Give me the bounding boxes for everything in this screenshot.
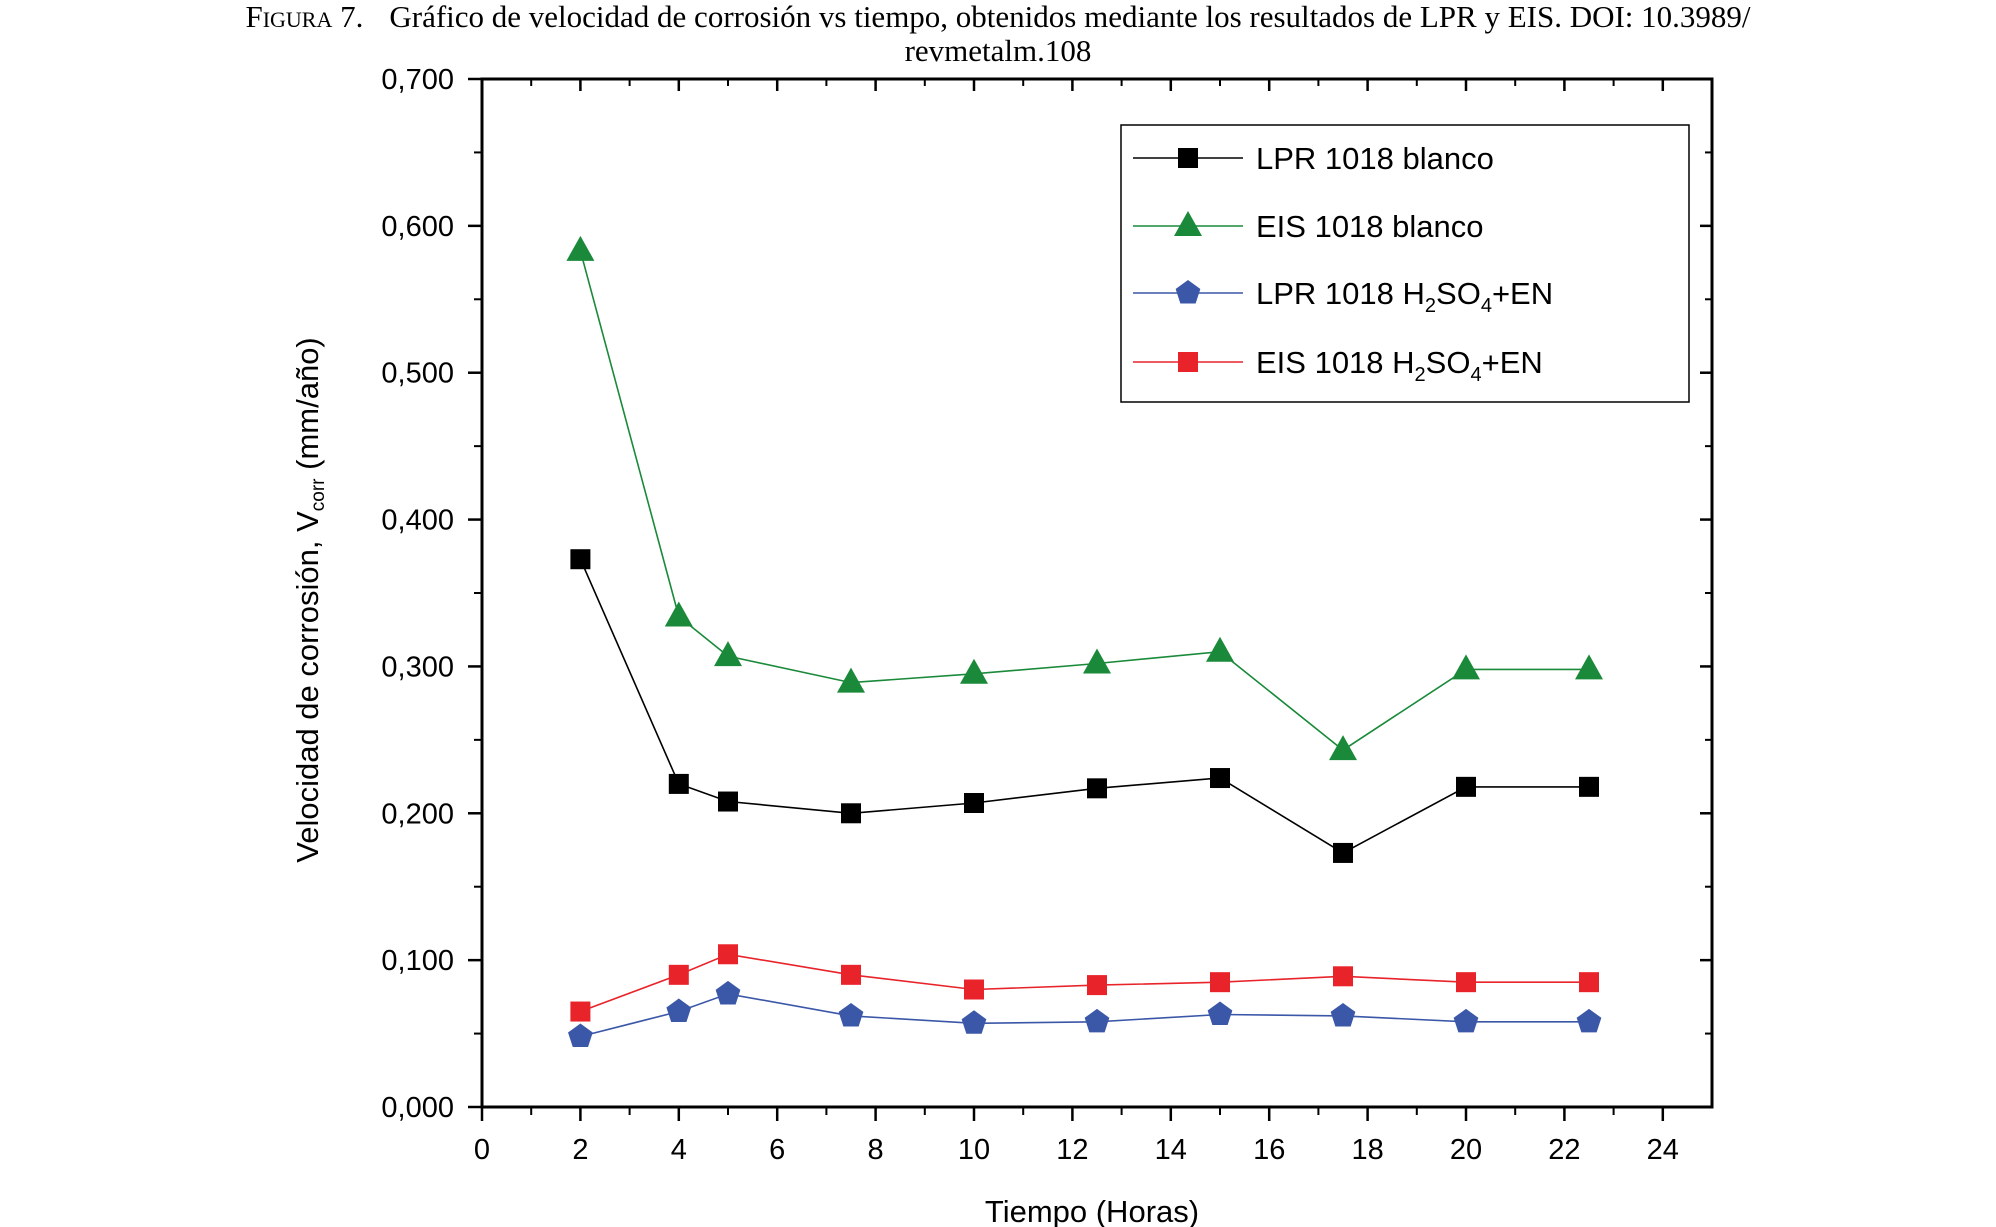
x-tick-label: 24 — [1647, 1134, 1679, 1166]
x-tick-label: 18 — [1351, 1134, 1383, 1166]
legend-label: EIS 1018 H2SO4+EN — [1256, 345, 1543, 386]
x-axis-label: Tiempo (Horas) — [985, 1194, 1199, 1227]
series-line — [580, 953, 1589, 1013]
y-tick-label: 0,400 — [381, 505, 454, 537]
y-tick-label: 0,600 — [381, 211, 454, 243]
x-tick-label: 2 — [572, 1134, 588, 1166]
data-point — [718, 944, 738, 965]
data-point — [1452, 654, 1480, 680]
data-point — [1329, 735, 1357, 761]
data-point — [718, 791, 738, 812]
legend-entry: LPR 1018 H2SO4+EN — [1133, 276, 1553, 317]
legend-label: EIS 1018 blanco — [1256, 209, 1484, 244]
data-point — [668, 773, 689, 794]
data-point — [960, 658, 988, 684]
data-point — [1087, 778, 1107, 799]
series-2 — [566, 235, 1603, 761]
x-tick-label: 22 — [1548, 1134, 1580, 1166]
data-point — [568, 1023, 593, 1048]
y-tick-label: 0,100 — [381, 945, 454, 977]
caption-line-2: revmetalm.108 — [904, 33, 1092, 68]
series-3 — [568, 980, 1602, 1048]
y-tick-label: 0,300 — [381, 651, 454, 683]
data-point — [841, 964, 861, 985]
data-point — [1083, 648, 1111, 674]
legend-entry: EIS 1018 blanco — [1133, 209, 1484, 244]
y-tick-label: 0,500 — [381, 358, 454, 390]
data-point — [666, 998, 692, 1023]
legend-label: LPR 1018 H2SO4+EN — [1256, 276, 1553, 317]
x-tick-label: 20 — [1450, 1134, 1482, 1166]
data-point — [1333, 966, 1353, 987]
x-tick-label: 0 — [474, 1134, 490, 1166]
caption-line-1: Figura 7. Gráfico de velocidad de corrosi… — [0, 0, 1996, 34]
series-line — [579, 558, 1589, 854]
data-point — [964, 793, 984, 814]
data-point — [1207, 1001, 1233, 1025]
data-point — [964, 979, 984, 1000]
x-tick-label: 6 — [769, 1134, 785, 1166]
legend: LPR 1018 blanco EIS 1018 blanco LPR 1018 H… — [1120, 124, 1690, 403]
data-point — [1453, 1008, 1479, 1033]
data-point — [664, 601, 693, 627]
data-point — [1206, 636, 1234, 662]
legend-marker — [1178, 352, 1198, 372]
data-point — [715, 980, 741, 1005]
data-point — [1330, 1002, 1356, 1027]
series-line — [579, 250, 1589, 752]
legend-marker — [1175, 280, 1201, 304]
x-tick-label: 12 — [1056, 1134, 1088, 1166]
data-point — [841, 803, 861, 824]
data-point — [1575, 654, 1603, 680]
data-point — [1210, 768, 1230, 789]
series-line — [580, 993, 1589, 1038]
data-point — [714, 641, 742, 667]
x-tick-label: 8 — [868, 1134, 884, 1166]
data-point — [1333, 842, 1353, 863]
legend-box — [1120, 124, 1690, 403]
data-point — [570, 549, 591, 570]
data-point — [1576, 1008, 1602, 1033]
data-point — [1210, 972, 1230, 993]
data-point — [566, 235, 595, 261]
legend-label: LPR 1018 blanco — [1256, 141, 1494, 176]
series-1 — [570, 549, 1599, 863]
legend-entry: EIS 1018 H2SO4+EN — [1133, 345, 1543, 386]
data-point — [1087, 975, 1107, 996]
data-point — [838, 1002, 864, 1027]
data-point — [668, 964, 689, 985]
data-point — [837, 667, 865, 693]
data-point — [1456, 972, 1476, 993]
series-layer — [566, 235, 1603, 1048]
caption-label: Figura 7. — [245, 0, 364, 34]
legend-entry: LPR 1018 blanco — [1133, 141, 1494, 176]
caption-text: Gráfico de velocidad de corrosión vs tie… — [389, 0, 1751, 34]
data-point — [1456, 776, 1476, 797]
data-point — [961, 1010, 987, 1034]
y-axis-label: Velocidad de corrosión, Vcorr (mm/año) — [290, 337, 329, 863]
y-tick-label: 0,700 — [381, 64, 454, 96]
data-point — [1579, 776, 1599, 797]
legend-marker — [1174, 211, 1202, 236]
x-tick-label: 16 — [1253, 1134, 1285, 1166]
axes: 0 2 4 6 8 10 12 14 16 18 20 22 240,0000,1000,2000,30… — [381, 64, 1714, 1166]
legend-marker — [1178, 148, 1198, 168]
data-point — [570, 1001, 591, 1022]
x-tick-label: 4 — [671, 1134, 687, 1166]
series-4 — [570, 944, 1599, 1022]
x-tick-label: 10 — [958, 1134, 990, 1166]
data-point — [1084, 1008, 1110, 1033]
x-tick-label: 14 — [1155, 1134, 1187, 1166]
figure-caption: Figura 7. Gráfico de velocidad de corrosi… — [0, 0, 1996, 68]
y-tick-label: 0,200 — [381, 798, 454, 830]
y-tick-label: 0,000 — [381, 1092, 454, 1124]
data-point — [1579, 972, 1599, 993]
